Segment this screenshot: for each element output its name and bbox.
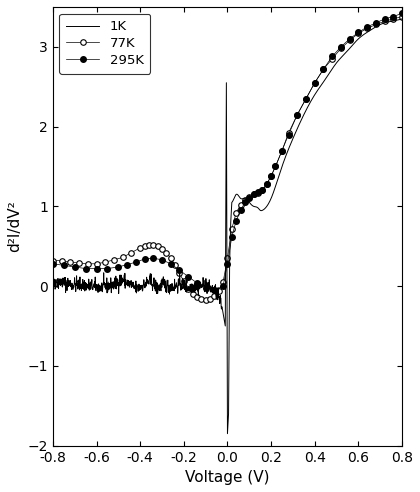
295K: [295, 112, 300, 118]
295K: [225, 261, 230, 267]
295K: [279, 148, 284, 154]
295K: [194, 280, 200, 286]
Y-axis label: d²I/dV²: d²I/dV²: [7, 200, 22, 252]
295K: [260, 187, 265, 193]
295K: [399, 10, 404, 16]
Legend: 1K, 77K, 295K: 1K, 77K, 295K: [60, 14, 150, 74]
295K: [61, 262, 66, 268]
77K: [199, 296, 204, 302]
295K: [304, 96, 309, 102]
295K: [133, 259, 138, 265]
1K: [95, 284, 100, 290]
295K: [212, 287, 217, 293]
295K: [247, 195, 252, 201]
1K: [167, 291, 172, 297]
77K: [68, 259, 73, 265]
295K: [268, 173, 273, 179]
295K: [50, 261, 55, 267]
1K: [66, 282, 71, 288]
295K: [72, 264, 77, 270]
Line: 77K: 77K: [50, 14, 405, 303]
77K: [268, 173, 273, 179]
1K: [134, 281, 139, 287]
X-axis label: Voltage (V): Voltage (V): [185, 470, 270, 485]
295K: [321, 66, 326, 72]
295K: [220, 283, 226, 289]
295K: [330, 54, 335, 60]
295K: [151, 255, 156, 261]
77K: [50, 258, 55, 264]
295K: [273, 163, 278, 169]
295K: [229, 234, 234, 240]
295K: [142, 256, 147, 262]
77K: [160, 246, 165, 251]
295K: [264, 181, 269, 187]
295K: [312, 80, 317, 86]
295K: [177, 267, 182, 273]
295K: [238, 208, 243, 214]
1K: [133, 285, 138, 291]
295K: [391, 14, 396, 20]
Line: 295K: 295K: [50, 10, 405, 293]
295K: [168, 261, 173, 267]
295K: [339, 44, 344, 50]
295K: [116, 264, 121, 270]
295K: [160, 257, 165, 263]
295K: [251, 191, 256, 197]
295K: [286, 132, 291, 138]
77K: [203, 297, 208, 303]
295K: [94, 266, 99, 272]
1K: [294, 128, 299, 134]
295K: [186, 274, 191, 279]
295K: [373, 20, 378, 26]
Line: 1K: 1K: [53, 19, 402, 433]
295K: [203, 285, 208, 291]
77K: [76, 260, 81, 266]
295K: [234, 218, 239, 224]
295K: [347, 36, 352, 42]
295K: [382, 16, 387, 22]
295K: [105, 266, 110, 272]
295K: [356, 30, 361, 35]
295K: [125, 262, 130, 268]
1K: [225, 430, 230, 436]
77K: [399, 14, 404, 20]
295K: [255, 189, 260, 195]
295K: [83, 266, 88, 272]
295K: [365, 24, 370, 30]
77K: [264, 181, 269, 187]
1K: [399, 16, 404, 22]
295K: [242, 199, 247, 205]
1K: [50, 280, 55, 286]
